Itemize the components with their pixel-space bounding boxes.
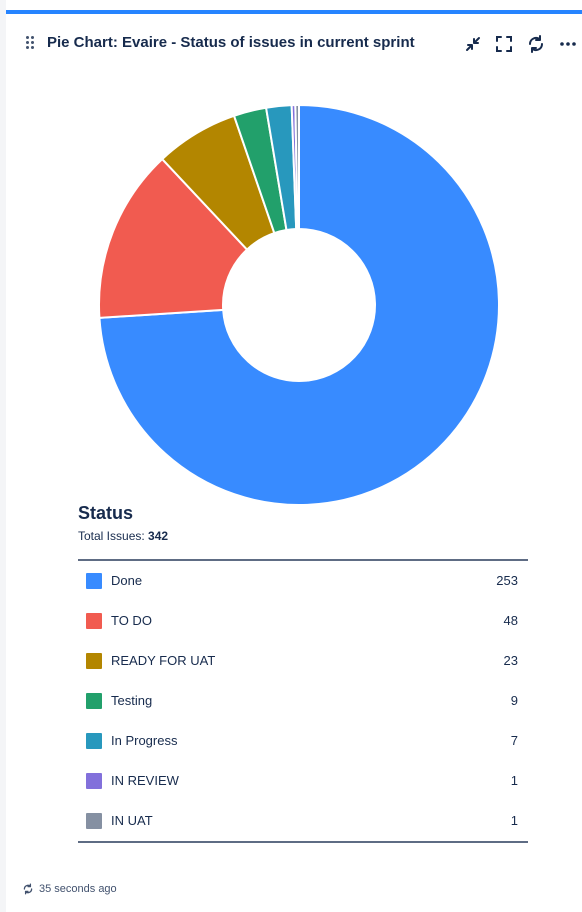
gadget-header: Pie Chart: Evaire - Status of issues in … [6, 28, 582, 60]
total-issues-value: 342 [148, 529, 169, 543]
legend-value: 7 [510, 733, 518, 748]
donut-chart-svg [98, 103, 500, 506]
total-issues-label: Total Issues: [78, 529, 145, 543]
legend-label: Testing [111, 693, 153, 708]
refresh-button[interactable] [524, 32, 548, 56]
legend-value: 9 [510, 693, 518, 708]
legend-value: 253 [496, 573, 518, 588]
refresh-icon [23, 883, 33, 895]
gadget-title: Pie Chart: Evaire - Status of issues in … [47, 34, 415, 51]
legend-value: 1 [510, 773, 518, 788]
minimize-button[interactable] [461, 32, 485, 56]
refresh-icon [528, 35, 544, 53]
more-actions-button[interactable] [556, 32, 580, 56]
legend-swatch [86, 813, 102, 829]
legend-value: 23 [503, 653, 518, 668]
legend-label: READY FOR UAT [111, 653, 216, 668]
pie-chart-gadget: Pie Chart: Evaire - Status of issues in … [6, 10, 582, 908]
legend-label: Done [111, 573, 143, 588]
pie-slice-in-uat[interactable] [294, 103, 300, 231]
maximize-button[interactable] [492, 32, 516, 56]
legend-swatch [86, 733, 102, 749]
more-icon [560, 42, 576, 46]
legend-row-to-do[interactable]: TO DO 48 [78, 601, 528, 641]
legend-swatch [86, 693, 102, 709]
legend-row-in-progress[interactable]: In Progress 7 [78, 721, 528, 761]
legend-swatch [86, 653, 102, 669]
legend-swatch [86, 573, 102, 589]
legend-label: IN UAT [111, 813, 153, 828]
legend-row-in-review[interactable]: IN REVIEW 1 [78, 761, 528, 801]
total-issues: Total Issues: 342 [78, 529, 168, 543]
legend-label: TO DO [111, 613, 152, 628]
pie-slice-done[interactable] [98, 103, 500, 506]
legend-value: 1 [510, 813, 518, 828]
legend-swatch [86, 613, 102, 629]
card-edge [0, 0, 6, 912]
pie-slice-to-do[interactable] [98, 157, 249, 319]
last-updated: 35 seconds ago [22, 881, 117, 897]
legend-row-testing[interactable]: Testing 9 [78, 681, 528, 721]
legend-row-ready-for-uat[interactable]: READY FOR UAT 23 [78, 641, 528, 681]
legend-label: In Progress [111, 733, 178, 748]
donut-chart [86, 92, 512, 518]
legend-row-done[interactable]: Done 253 [78, 561, 528, 601]
minimize-icon [466, 37, 480, 51]
legend-row-in-uat[interactable]: IN UAT 1 [78, 801, 528, 841]
legend-title: Status [78, 503, 134, 523]
legend-table: Done 253 TO DO 48 READY FOR UAT 23 Testi… [78, 559, 528, 843]
drag-handle-icon[interactable] [26, 36, 36, 50]
last-updated-text: 35 seconds ago [39, 883, 117, 895]
maximize-icon [496, 36, 512, 52]
legend-value: 48 [503, 613, 518, 628]
legend-swatch [86, 773, 102, 789]
legend-label: IN REVIEW [111, 773, 179, 788]
